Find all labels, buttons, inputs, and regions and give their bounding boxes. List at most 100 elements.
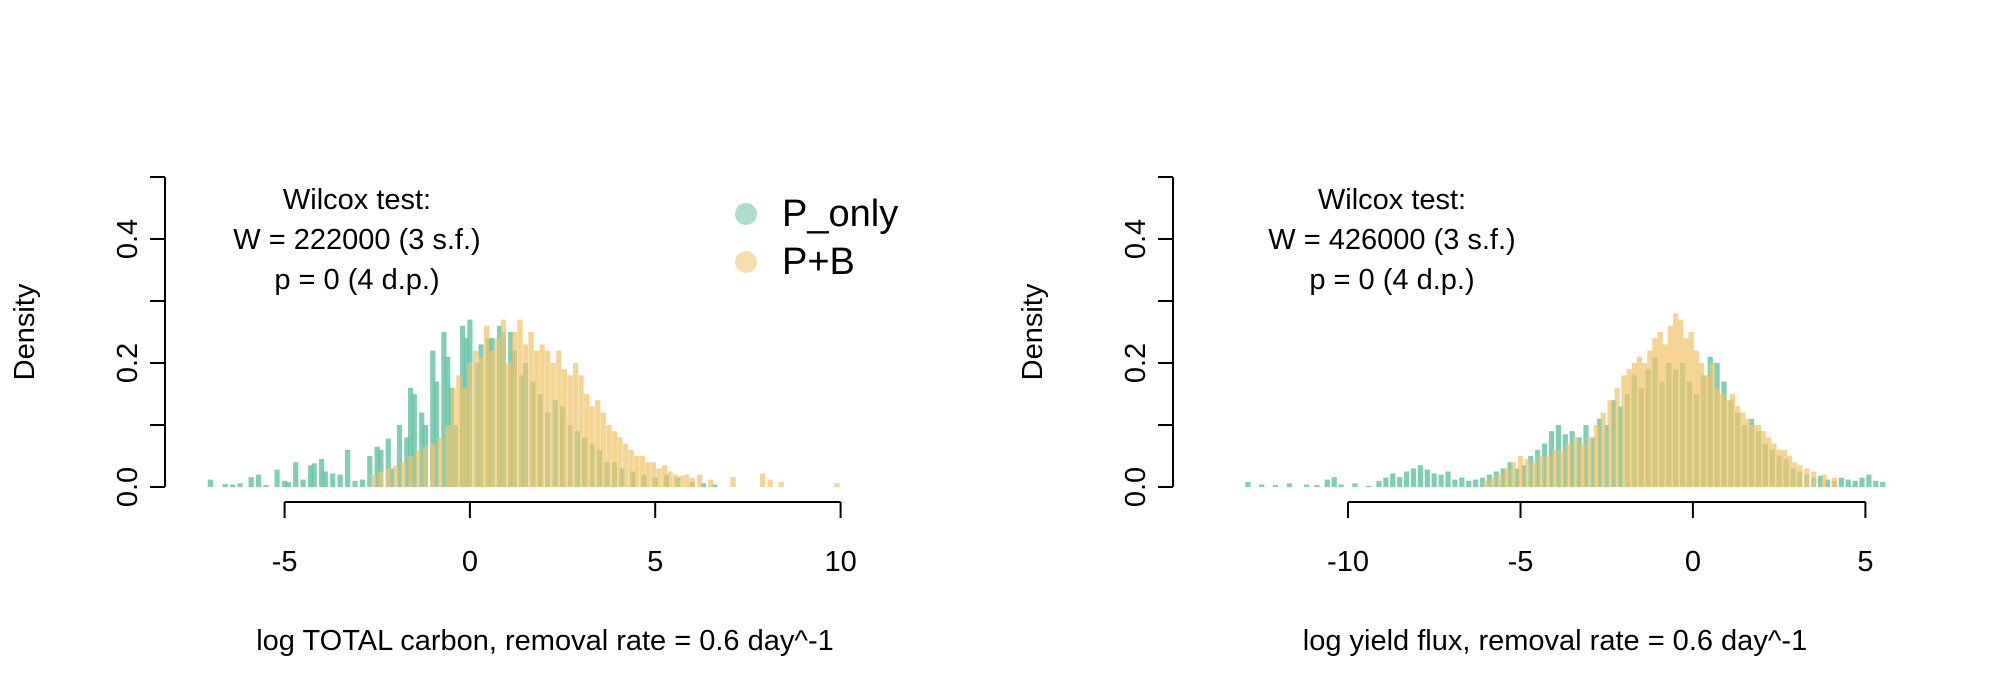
bar-p-plus-b xyxy=(539,344,545,487)
bar-p-plus-b xyxy=(1673,313,1679,487)
bar-p-only xyxy=(700,483,706,487)
bar-p-only xyxy=(1611,400,1617,487)
bar-p-plus-b xyxy=(1552,449,1558,487)
bar-p-plus-b xyxy=(1579,443,1586,487)
wilcox-test-heading: Wilcox test: xyxy=(1318,184,1466,216)
bar-p-plus-b xyxy=(550,363,556,487)
bar-p-plus-b xyxy=(1811,471,1817,487)
bar-p-plus-b xyxy=(589,406,595,487)
bar-p-plus-b xyxy=(456,375,462,487)
bar-p-only xyxy=(330,473,336,487)
bar-p-only xyxy=(1569,431,1575,487)
bar-p-plus-b xyxy=(385,468,391,487)
bar-p-plus-b xyxy=(617,437,623,487)
bar-p-plus-b xyxy=(1657,332,1663,487)
bar-p-only xyxy=(307,465,314,487)
bar-p-only xyxy=(1555,425,1561,487)
bar-p-plus-b xyxy=(1524,459,1530,487)
wilcox-p-value: p = 0 (4 d.p.) xyxy=(274,264,439,296)
histogram-panel-right: Density log yield flux, removal rate = 0… xyxy=(1017,176,1886,657)
bar-p-only xyxy=(1272,485,1279,487)
y-tick-label: 0.2 xyxy=(1120,343,1152,383)
bar-p-only xyxy=(1866,474,1872,487)
bar-p-plus-b xyxy=(1766,437,1772,487)
bar-p-only xyxy=(1397,477,1403,487)
bar-p-plus-b xyxy=(1586,437,1592,487)
legend-label-p-plus-b: P+B xyxy=(782,241,855,283)
bar-p-only xyxy=(367,456,373,487)
bar-p-only xyxy=(256,474,262,487)
bar-p-plus-b xyxy=(1821,474,1827,487)
bar-p-only xyxy=(1528,456,1534,487)
bar-p-only xyxy=(411,394,417,487)
bar-p-plus-b xyxy=(1709,363,1715,487)
bar-p-plus-b xyxy=(534,350,540,487)
bar-p-plus-b xyxy=(645,462,651,487)
bar-p-only xyxy=(1852,480,1858,487)
bar-p-only xyxy=(293,462,299,487)
bar-p-only xyxy=(378,449,384,487)
bar-p-only xyxy=(1542,443,1548,487)
bar-p-only xyxy=(1352,483,1358,487)
legend-label-p-only: P_only xyxy=(782,193,898,235)
bar-p-plus-b xyxy=(556,350,562,487)
bar-p-only xyxy=(322,471,328,487)
bar-p-plus-b xyxy=(1745,418,1751,487)
bar-p-plus-b xyxy=(500,319,506,487)
bar-p-plus-b xyxy=(606,425,612,487)
bar-p-plus-b xyxy=(1614,387,1620,487)
bar-p-plus-b xyxy=(495,338,501,487)
bar-p-plus-b xyxy=(611,431,618,487)
bar-p-only xyxy=(1880,482,1886,487)
bar-p-only xyxy=(263,485,269,487)
bar-p-plus-b xyxy=(600,412,606,487)
bar-p-plus-b xyxy=(408,456,414,487)
bar-p-plus-b xyxy=(661,465,668,487)
bar-p-plus-b xyxy=(1776,449,1782,487)
bar-p-only xyxy=(1304,484,1310,487)
bar-p-plus-b xyxy=(1531,462,1537,487)
bar-p-plus-b xyxy=(1497,474,1503,487)
bar-p-plus-b xyxy=(489,350,495,487)
bar-p-only xyxy=(337,474,343,487)
bar-p-only xyxy=(1338,484,1344,487)
bar-p-plus-b xyxy=(1704,375,1710,487)
bar-p-only xyxy=(1521,465,1527,487)
bar-p-plus-b xyxy=(545,350,551,487)
bar-p-only xyxy=(1245,482,1251,487)
bar-p-plus-b xyxy=(572,363,579,487)
bar-p-plus-b xyxy=(708,479,714,487)
x-tick-label: -10 xyxy=(1327,546,1369,578)
axes: 0.0 0.2 0.4 -5 0 5 10 xyxy=(112,176,857,578)
bar-p-only xyxy=(1331,477,1337,487)
bar-p-plus-b xyxy=(684,474,690,487)
bar-p-only xyxy=(285,482,291,487)
bar-p-plus-b xyxy=(1652,338,1658,487)
bar-p-only xyxy=(1507,462,1513,487)
bar-p-only xyxy=(1424,469,1430,487)
bar-p-plus-b xyxy=(506,363,512,487)
bar-p-only xyxy=(1466,480,1472,487)
bar-p-only xyxy=(1500,468,1506,487)
bar-p-only xyxy=(237,483,243,487)
bar-p-only xyxy=(712,484,718,487)
bar-p-plus-b xyxy=(1699,363,1705,487)
bar-p-plus-b xyxy=(1730,394,1736,487)
wilcox-w-statistic: W = 222000 (3 s.f.) xyxy=(233,224,480,256)
y-tick-label: 0.4 xyxy=(1120,219,1152,259)
bar-p-only xyxy=(374,446,380,487)
bar-p-only xyxy=(1859,477,1865,487)
bar-p-only xyxy=(1548,431,1555,487)
bar-p-plus-b xyxy=(1545,456,1551,487)
bar-p-plus-b xyxy=(478,356,484,487)
y-tick-label: 0.0 xyxy=(112,467,144,507)
bar-p-only xyxy=(1404,471,1410,487)
wilcox-test-heading: Wilcox test: xyxy=(283,184,431,216)
bar-p-only xyxy=(300,479,306,487)
bar-p-only xyxy=(1410,468,1417,487)
bar-p-only xyxy=(1259,484,1265,487)
bar-p-plus-b xyxy=(760,473,766,487)
bar-p-only xyxy=(359,479,365,487)
bar-p-only xyxy=(1873,480,1879,487)
bar-p-plus-b xyxy=(1566,443,1572,487)
